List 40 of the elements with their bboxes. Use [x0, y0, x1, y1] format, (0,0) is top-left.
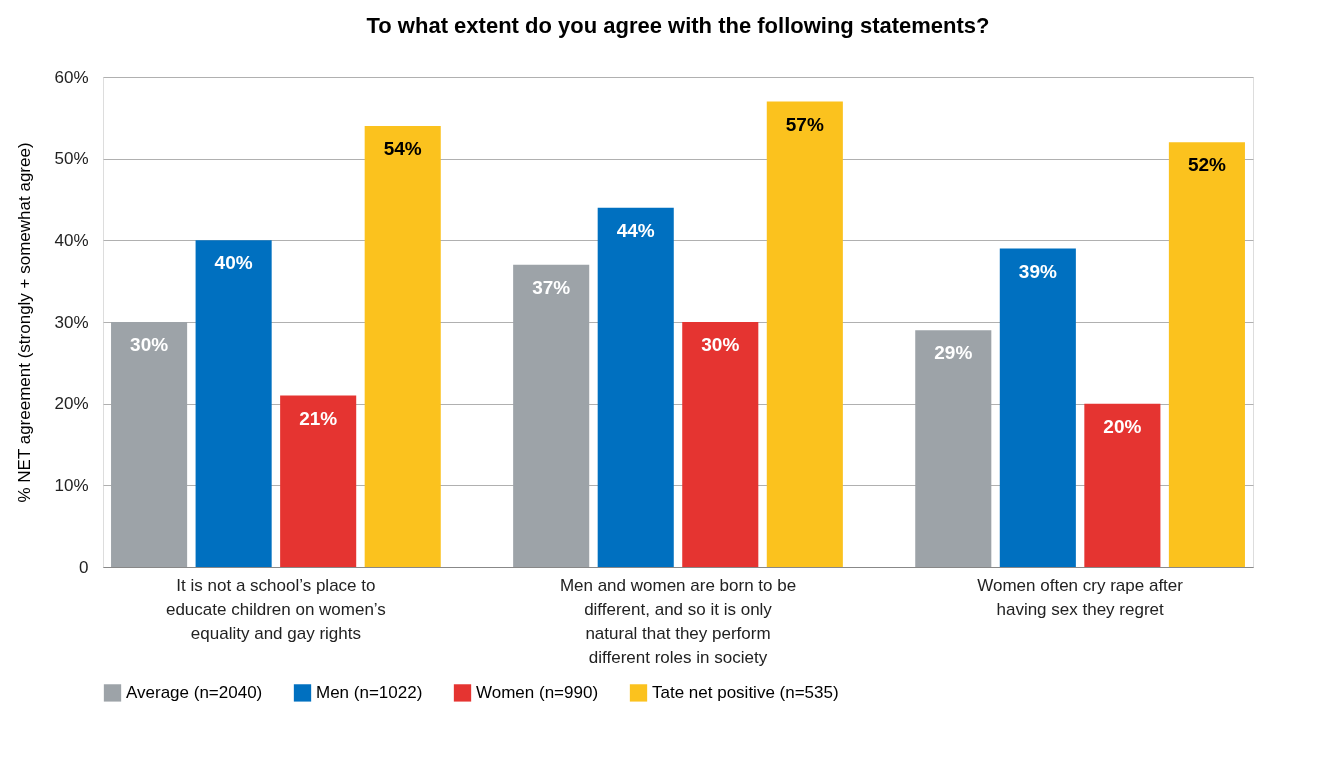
bar: [280, 395, 357, 567]
data-label: 52%: [1187, 154, 1227, 176]
bar: [915, 330, 992, 567]
bar: [364, 126, 441, 567]
data-label: 30%: [701, 334, 740, 355]
data-label: 30%: [130, 334, 169, 355]
bar: [513, 264, 590, 567]
data-label: 20%: [1103, 415, 1142, 437]
bar: [682, 322, 759, 567]
bar: [111, 322, 188, 567]
data-label: 40%: [214, 252, 253, 274]
legend-label: Women (n=990): [476, 682, 599, 702]
bar: [1084, 403, 1161, 567]
data-label: 54%: [383, 138, 422, 159]
y-tick-label: 50%: [54, 149, 89, 169]
legend-label: Average (n=2040): [126, 682, 263, 702]
data-label: 37%: [532, 276, 571, 298]
y-tick-label: 60%: [54, 67, 89, 87]
data-label: 57%: [785, 113, 824, 135]
bar: [766, 101, 843, 567]
y-tick-label: 20%: [54, 394, 89, 414]
chart-title: To what extent do you agree with the following statements?: [366, 13, 990, 38]
bar: [597, 207, 674, 567]
x-tick-label: Men and women are born to be different, and so it is only natural that they perform different roles in society: [559, 575, 797, 667]
data-label: 29%: [934, 342, 973, 364]
y-tick-label: 0: [79, 557, 89, 577]
bar: [195, 240, 272, 567]
data-label: 44%: [616, 219, 655, 241]
y-tick-label: 30%: [54, 312, 89, 332]
x-tick-label: It is not a school’s place to educate children on women’s equality and gay rights: [165, 575, 386, 643]
y-tick-label: 10%: [54, 475, 89, 495]
data-label: 21%: [299, 407, 338, 429]
bar: [1168, 142, 1245, 567]
y-axis-title: % NET agreement (strongly + somewhat agree): [15, 142, 35, 503]
bar: [999, 248, 1076, 567]
legend-label: Tate net positive (n=535): [652, 682, 839, 702]
data-label: 39%: [1018, 260, 1057, 282]
x-tick-label: Women often cry rape after having sex they regret: [977, 575, 1184, 619]
legend-label: Men (n=1022): [316, 682, 423, 702]
y-tick-label: 40%: [54, 230, 89, 250]
